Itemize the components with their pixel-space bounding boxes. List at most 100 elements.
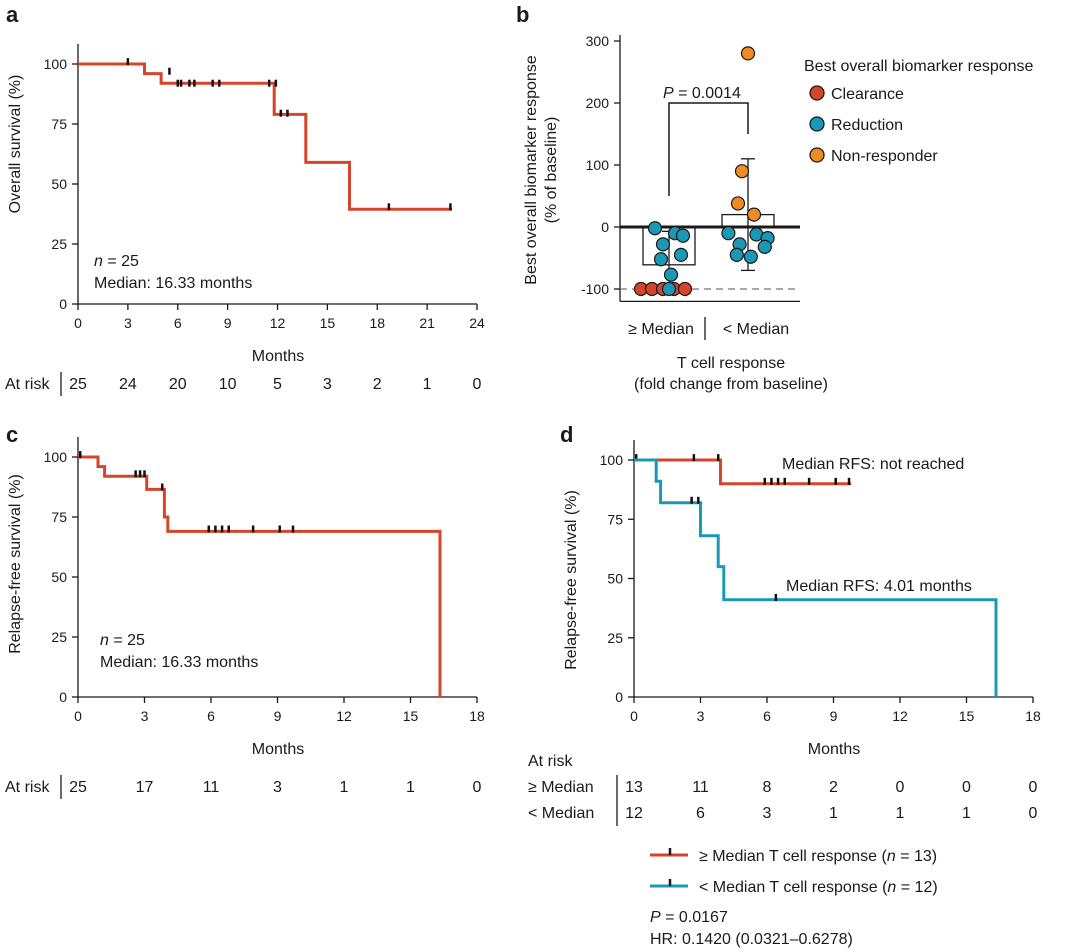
data-point-non-responder [746, 207, 762, 222]
data-point-non-responder [730, 196, 746, 211]
at-risk-count: 0 [1029, 779, 1038, 796]
x-tick-label: 18 [369, 315, 385, 331]
panel-a-ylabel: Overall survival (%) [7, 75, 24, 214]
panel-a-n-annotation: n = 25 [94, 253, 139, 270]
panel-d-pvalue: P = 0.0167 [650, 909, 728, 926]
x-tick-label: 0 [74, 708, 82, 724]
at-risk-count: 0 [473, 376, 482, 393]
at-risk-count: 13 [625, 779, 643, 796]
at-risk-count: 1 [962, 805, 971, 822]
x-tick-label: 0 [74, 315, 82, 331]
panel-c-at-risk-label: At risk [5, 779, 50, 796]
data-point-reduction [743, 249, 758, 264]
panel-b-ylabel-line2: (% of baseline) [543, 117, 560, 224]
at-risk-count: 1 [406, 779, 415, 796]
legend-label-lt-median: < Median T cell response (n = 12) [699, 879, 938, 896]
y-tick-label: 75 [51, 116, 67, 132]
x-tick-label: 9 [830, 708, 838, 724]
panel-a-median-annotation: Median: 16.33 months [94, 275, 252, 292]
x-tick-label: 12 [892, 708, 908, 724]
legend-label-clearance: Clearance [831, 86, 904, 103]
panel-b: Best overall biomarker response (% of ba… [523, 55, 1034, 393]
panel-a-xlabel: Months [252, 348, 304, 365]
x-tick-label: 6 [174, 315, 182, 331]
data-point-clearance [677, 281, 693, 297]
at-risk-count: 11 [692, 779, 709, 796]
at-risk-count: 12 [625, 805, 643, 822]
data-point-reduction [729, 247, 744, 262]
at-risk-count: 2 [373, 376, 382, 393]
data-point-reduction [675, 228, 691, 243]
at-risk-count: 10 [219, 376, 237, 393]
at-risk-count: 2 [829, 779, 838, 796]
panel-d-ylabel: Relapse-free survival (%) [563, 490, 580, 670]
x-tick-label: 3 [141, 708, 149, 724]
x-tick-label: 24 [469, 315, 485, 331]
x-tick-label: 3 [697, 708, 705, 724]
panel-d: Relapse-free survival (%) Months Median … [528, 456, 972, 948]
panel-b-pvalue: P = 0.0014 [663, 85, 741, 102]
y-tick-label: 0 [601, 219, 609, 235]
at-risk-count: 25 [69, 376, 87, 393]
panel-letter-c: c [6, 422, 18, 447]
survival-curve-series-1 [78, 62, 453, 211]
x-tick-label: 0 [630, 708, 638, 724]
at-risk-count: 0 [896, 779, 905, 796]
median-rfs-ge-annotation: Median RFS: not reached [782, 456, 964, 473]
at-risk-count: 0 [473, 779, 482, 796]
legend-title: Best overall biomarker response [804, 58, 1034, 75]
panel-b-ylabel: Best overall biomarker response [523, 55, 540, 285]
data-point-reduction [653, 252, 669, 267]
data-point-reduction [721, 226, 736, 241]
y-tick-label: 75 [51, 509, 67, 525]
at-risk-count: 1 [340, 779, 349, 796]
median-rfs-lt-annotation: Median RFS: 4.01 months [786, 578, 972, 595]
panel-c: Relapse-free survival (%) Months n = 25 … [5, 474, 304, 799]
y-tick-label: 100 [44, 56, 68, 72]
panel-b-xlabel-line2: (fold change from baseline) [634, 376, 828, 393]
at-risk-count: 24 [119, 376, 137, 393]
x-tick-label: 3 [124, 315, 132, 331]
x-tick-label: 9 [224, 315, 232, 331]
x-tick-label: 6 [207, 708, 215, 724]
at-risk-count: 25 [69, 779, 87, 796]
y-tick-label: 50 [51, 176, 67, 192]
at-risk-count: 20 [169, 376, 187, 393]
at-risk-row-label: < Median [528, 805, 594, 822]
x-tick-label: 15 [959, 708, 975, 724]
at-risk-count: 5 [273, 376, 282, 393]
x-tick-label: 18 [1025, 708, 1041, 724]
survival-curve-series-2 [634, 458, 998, 697]
data-point-reduction [647, 221, 663, 236]
category-label: < Median [723, 321, 789, 338]
y-tick-label: 25 [607, 630, 623, 646]
significance-bracket [668, 102, 749, 196]
data-point-reduction [673, 247, 689, 262]
at-risk-count: 6 [696, 805, 705, 822]
x-tick-label: 18 [469, 708, 485, 724]
data-point-reduction [757, 239, 772, 254]
legend-label-ge-median: ≥ Median T cell response (n = 13) [699, 848, 937, 865]
survival-curve-series-1 [78, 455, 442, 697]
y-tick-label: 50 [51, 569, 67, 585]
x-tick-label: 6 [763, 708, 771, 724]
at-risk-count: 1 [423, 376, 432, 393]
at-risk-count: 1 [829, 805, 838, 822]
y-tick-label: 75 [607, 511, 623, 527]
data-point-reduction [663, 267, 679, 282]
at-risk-count: 17 [136, 779, 154, 796]
data-point-non-responder [740, 46, 756, 61]
bar-plot-b: 300 200 100 0 -100 ≥ Median < Median [581, 33, 800, 338]
panel-a-at-risk-label: At risk [5, 376, 50, 393]
at-risk-count: 0 [1029, 805, 1038, 822]
y-tick-label: 100 [44, 449, 68, 465]
y-tick-label: 0 [59, 296, 67, 312]
at-risk-count: 11 [203, 779, 220, 796]
panel-letter-a: a [6, 2, 19, 27]
y-tick-label: 0 [615, 689, 623, 705]
panel-c-median-annotation: Median: 16.33 months [100, 654, 258, 671]
data-point-non-responder [734, 164, 750, 179]
